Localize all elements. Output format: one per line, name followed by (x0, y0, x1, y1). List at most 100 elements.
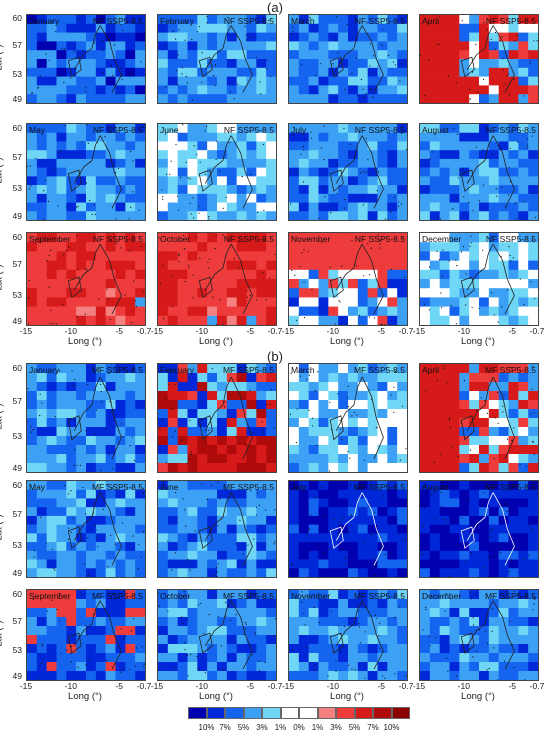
map-cell (357, 626, 368, 636)
map-cell (488, 233, 499, 243)
map-cell (266, 427, 276, 437)
significance-dot (379, 622, 381, 624)
map-cell (397, 382, 407, 392)
map-cell (338, 608, 349, 618)
map-cell (459, 242, 470, 252)
map-cell (387, 463, 398, 472)
map-cell (459, 599, 470, 609)
map-cell (498, 409, 509, 419)
map-cell (328, 400, 339, 410)
map-cell (387, 489, 398, 499)
map-cell (105, 76, 116, 86)
significance-dot (50, 309, 52, 311)
map-cell (479, 454, 490, 464)
map-cell (498, 454, 509, 464)
map-cell (308, 418, 319, 428)
map-cell (318, 85, 329, 95)
map-cell (246, 50, 257, 60)
map-cell (266, 306, 276, 317)
map-cell (105, 94, 116, 103)
significance-dot (306, 535, 308, 537)
significance-dot (362, 204, 364, 206)
map-cell (439, 653, 450, 663)
map-cell (256, 391, 267, 401)
map-cell (367, 185, 378, 195)
map-cell (226, 671, 237, 680)
map-cell (429, 124, 440, 134)
map-cell (246, 185, 257, 195)
map-cell (508, 364, 519, 374)
map-cell (338, 590, 349, 600)
map-cell (207, 176, 218, 186)
map-cell (66, 158, 77, 168)
significance-dot (533, 298, 536, 300)
map-cell (397, 391, 407, 401)
map-cell (56, 644, 67, 654)
significance-dot (93, 204, 95, 206)
significance-dot (229, 91, 231, 93)
y-tick-label: 49 (12, 94, 22, 105)
significance-dot (115, 21, 117, 23)
map-cell (207, 94, 218, 103)
map-cell (420, 617, 431, 627)
month-label: September (29, 591, 71, 601)
map-cell (246, 635, 257, 645)
scenario-label: MF SSP5-8.5 (353, 365, 405, 375)
map-cell (95, 150, 106, 160)
map-cell (298, 427, 309, 437)
map-cell (56, 32, 67, 42)
significance-dot (211, 367, 213, 370)
map-cell (266, 132, 276, 142)
map-cell (338, 400, 349, 410)
map-cell (420, 141, 431, 151)
map-cell (66, 124, 77, 134)
map-cell (256, 158, 267, 168)
map-cell (226, 193, 237, 203)
significance-dot (160, 419, 163, 421)
map-cell (348, 288, 359, 298)
map-cell (167, 202, 178, 212)
map-cell (459, 315, 470, 325)
map-cell (328, 41, 339, 51)
map-cell (498, 32, 509, 42)
map-cell (348, 315, 359, 325)
map-cell (397, 23, 407, 33)
significance-dot (130, 150, 132, 153)
map-cell (187, 59, 198, 69)
map-cell (449, 382, 460, 392)
map-cell (318, 306, 329, 317)
map-cell (459, 288, 470, 298)
map-cell (387, 94, 398, 103)
map-cell (429, 653, 440, 663)
significance-dot (516, 35, 518, 37)
x-tick-label: -10 (457, 681, 470, 691)
map-cell (328, 23, 339, 33)
map-cell (158, 306, 169, 317)
map-cell (115, 507, 126, 517)
map-cell (246, 515, 257, 525)
map-cell (528, 141, 538, 151)
significance-dot (114, 543, 116, 545)
map-cell (95, 515, 106, 525)
significance-dot (190, 213, 192, 215)
map-cell (135, 515, 145, 525)
map-cell (217, 269, 228, 280)
section-label-b: (b) (267, 349, 283, 364)
significance-dot (353, 411, 355, 414)
map-cell (328, 167, 339, 177)
map-cell (177, 507, 188, 517)
map-cell (338, 150, 349, 160)
map-cell (256, 653, 267, 663)
map-cell (36, 315, 47, 325)
map-cell (125, 608, 136, 618)
map-cell (167, 132, 178, 142)
significance-dot (451, 446, 453, 448)
map-cell (308, 382, 319, 392)
significance-dot (203, 633, 205, 635)
map-cell (187, 409, 198, 419)
map-cell (318, 515, 329, 525)
map-cell (66, 559, 77, 569)
significance-dot (192, 197, 194, 199)
map-cell (508, 176, 519, 186)
significance-dot (292, 30, 294, 32)
